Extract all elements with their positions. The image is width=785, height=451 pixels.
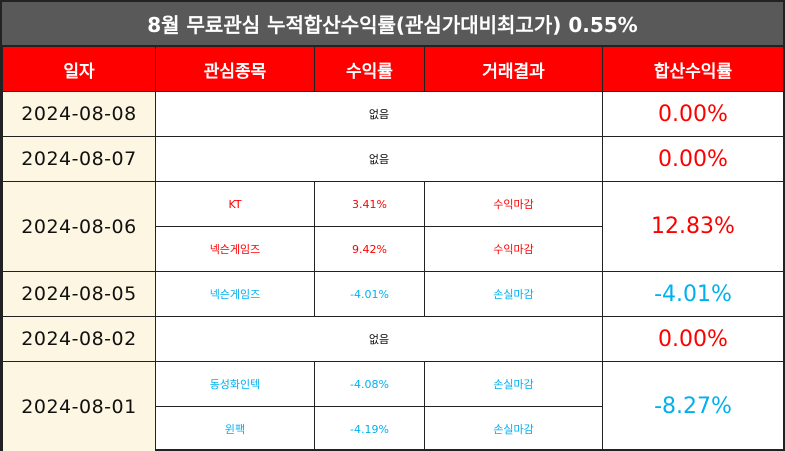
- return-cell: 9.42%: [314, 226, 425, 272]
- table-title: 8월 무료관심 누적합산수익률(관심가대비최고가) 0.55%: [2, 2, 783, 46]
- return-cell: -4.19%: [314, 406, 425, 451]
- return-cell: -4.08%: [314, 361, 425, 407]
- date-cell: 2024-08-06: [2, 181, 156, 272]
- table-row: 2024-08-07 없음 0.00%: [2, 136, 784, 182]
- table-row: 2024-08-02 없음 0.00%: [2, 316, 784, 362]
- header-result: 거래결과: [424, 46, 603, 92]
- date-cell: 2024-08-05: [2, 271, 156, 317]
- total-return-cell: -4.01%: [602, 271, 784, 317]
- table-row: 윈팩 -4.19% 손실마감: [3, 406, 784, 451]
- header-stock: 관심종목: [155, 46, 315, 92]
- header-total-return: 합산수익률: [602, 46, 784, 92]
- no-trade-cell: 없음: [155, 316, 603, 362]
- total-return-cell: 0.00%: [602, 91, 784, 137]
- table-row: 2024-08-05 넥슨게임즈 -4.01% 손실마감 -4.01%: [2, 271, 784, 317]
- table-row: 넥슨게임즈 9.42% 수익마감: [3, 226, 784, 272]
- result-cell: 손실마감: [424, 271, 603, 317]
- result-cell: 손실마감: [424, 406, 603, 451]
- stock-cell: KT: [155, 181, 315, 227]
- result-cell: 손실마감: [424, 361, 603, 407]
- date-cell: 2024-08-08: [2, 91, 156, 137]
- total-return-cell: 12.83%: [602, 181, 784, 272]
- result-cell: 수익마감: [424, 226, 603, 272]
- result-cell: 수익마감: [424, 181, 603, 227]
- total-return-cell: 0.00%: [602, 136, 784, 182]
- return-cell: -4.01%: [314, 271, 425, 317]
- header-return: 수익률: [314, 46, 425, 92]
- returns-table: 일자 관심종목 수익률 거래결과 합산수익률 2024-08-08 없음 0.0…: [2, 46, 784, 451]
- stock-cell: 넥슨게임즈: [155, 271, 315, 317]
- total-return-cell: 0.00%: [602, 316, 784, 362]
- stock-cell: 윈팩: [155, 406, 315, 451]
- table-row: 2024-08-01 동성화인텍 -4.08% 손실마감 -8.27%: [2, 361, 784, 451]
- no-trade-cell: 없음: [155, 136, 603, 182]
- stock-cell: 동성화인텍: [155, 361, 315, 407]
- table-row: 2024-08-06 KT 3.41% 수익마감 12.83%: [2, 181, 784, 272]
- table-row: 2024-08-08 없음 0.00%: [2, 91, 784, 137]
- stock-cell: 넥슨게임즈: [155, 226, 315, 272]
- date-cell: 2024-08-02: [2, 316, 156, 362]
- total-return-cell: -8.27%: [602, 361, 784, 451]
- header-row: 일자 관심종목 수익률 거래결과 합산수익률: [2, 46, 784, 92]
- no-trade-cell: 없음: [155, 91, 603, 137]
- header-date: 일자: [2, 46, 156, 92]
- return-cell: 3.41%: [314, 181, 425, 227]
- date-cell: 2024-08-07: [2, 136, 156, 182]
- date-cell: 2024-08-01: [2, 361, 156, 451]
